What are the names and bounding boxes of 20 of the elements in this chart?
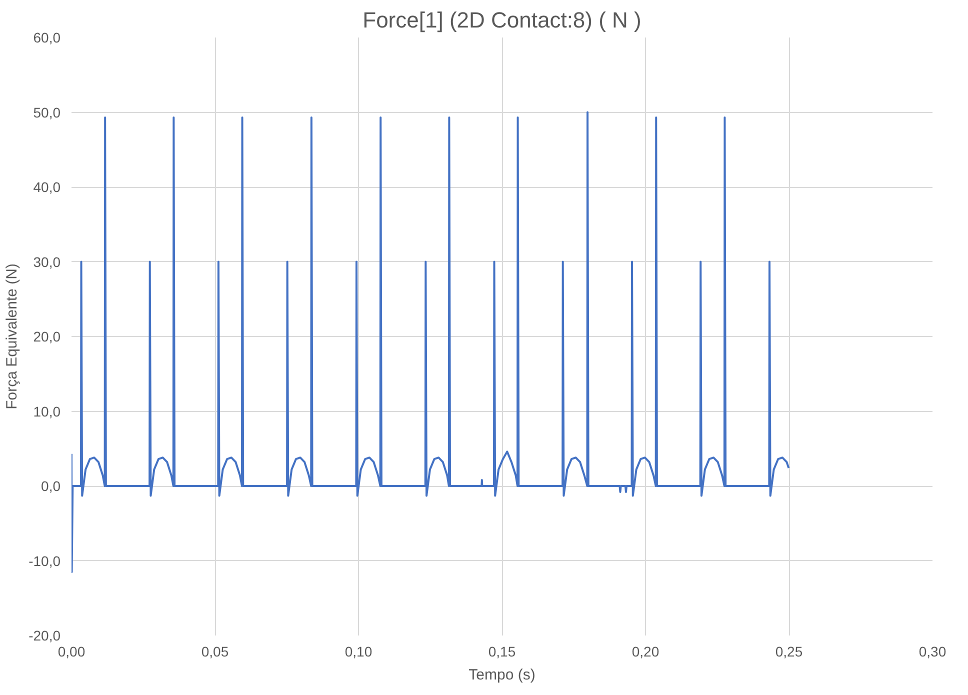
y-tick-label: 30,0 (33, 254, 61, 270)
y-tick-label: -20,0 (28, 628, 61, 644)
x-tick-label: 0,30 (918, 644, 946, 660)
y-tick-label: 40,0 (33, 179, 61, 195)
x-tick-label: 0,20 (632, 644, 660, 660)
y-tick-label: 50,0 (33, 104, 61, 120)
y-tick-label: 10,0 (33, 403, 61, 420)
x-tick-label: 0,05 (201, 644, 229, 660)
x-tick-label: 0,10 (344, 644, 372, 660)
y-tick-label: 0,0 (41, 478, 61, 494)
x-tick-label: 0,25 (775, 644, 803, 660)
x-tick-label: 0,15 (488, 644, 516, 660)
y-tick-label: 60,0 (33, 30, 61, 46)
y-tick-label: -10,0 (28, 552, 61, 569)
chart-title: Force[1] (2D Contact:8) ( N ) (362, 8, 642, 32)
x-axis-title: Tempo (s) (468, 666, 536, 684)
line-series (72, 111, 790, 573)
y-axis-title: Força Equivalente (N) (4, 264, 21, 410)
y-tick-label: 20,0 (33, 328, 61, 344)
x-tick-label: 0,00 (58, 644, 86, 660)
